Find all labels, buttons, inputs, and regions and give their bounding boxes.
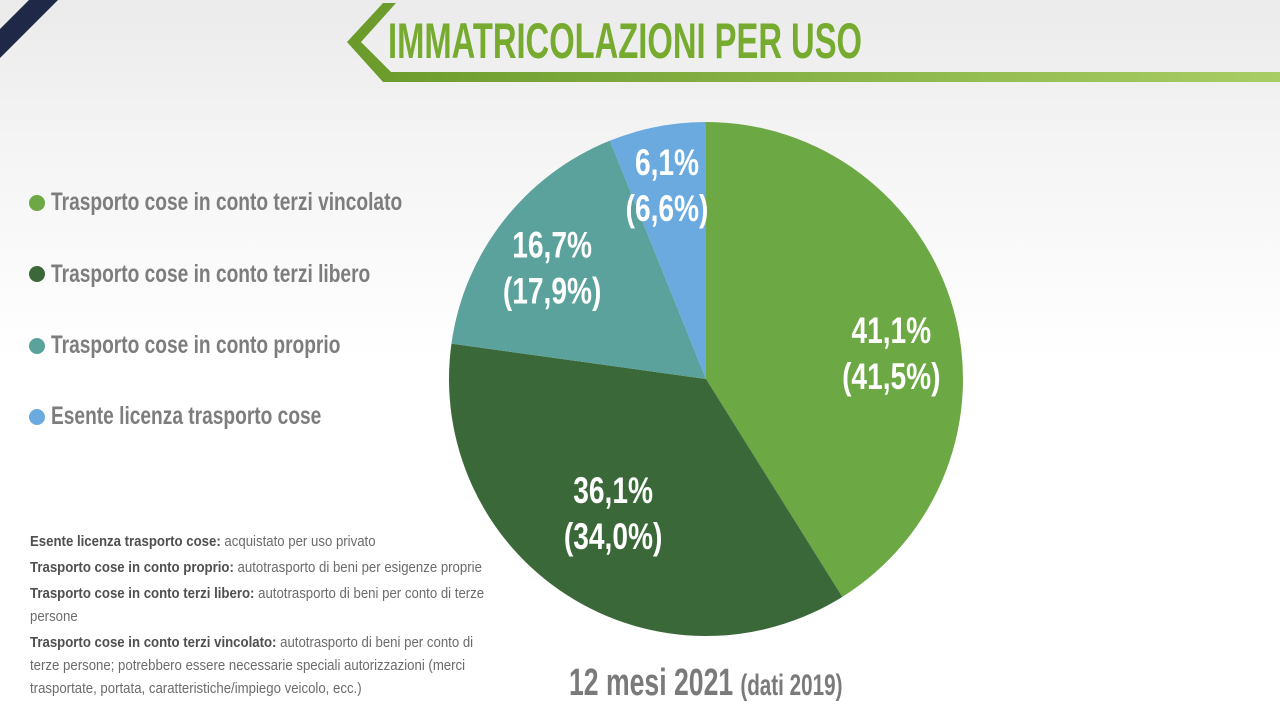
legend-label: Trasporto cose in conto terzi vincolato — [51, 188, 403, 217]
definition-term: Esente licenza trasporto cose: — [30, 533, 221, 550]
corner-stripe — [0, 0, 58, 58]
definition-item: Trasporto cose in conto proprio: autotra… — [30, 556, 496, 579]
title-banner: IMMATRICOLAZIONI PER USO — [347, 3, 1280, 82]
pie-chart: 41,1%(41,5%) 36,1%(34,0%) 16,7%(17,9%) 6,1%… — [449, 122, 963, 636]
pie-slice-esente-licenza-trasporto-cose — [609, 122, 706, 379]
slice-previous-value-label: (17,9%) — [503, 270, 601, 312]
definition-text: autotrasporto di beni per conto di terze… — [30, 585, 485, 625]
slice-label-group: 16,7%(17,9%) — [503, 224, 601, 312]
legend-label: Trasporto cose in conto proprio — [51, 331, 341, 360]
legend-item: Esente licenza trasporto cose — [0, 381, 540, 452]
slice-value-label: 16,7% — [512, 224, 592, 266]
legend-item: Trasporto cose in conto terzi libero — [0, 239, 540, 310]
definition-text: acquistato per uso privato — [224, 533, 376, 550]
title-chevron-line — [347, 3, 1280, 82]
pie-slice-trasporto-cose-in-conto-terzi-libero — [449, 343, 843, 636]
definition-term: Trasporto cose in conto terzi vincolato: — [30, 634, 277, 651]
definition-term: Trasporto cose in conto proprio: — [30, 559, 234, 576]
pie-slice-trasporto-cose-in-conto-proprio — [451, 140, 706, 379]
period-label: 12 mesi 2021 — [569, 662, 734, 704]
legend-dot — [29, 194, 45, 211]
legend-item: Trasporto cose in conto proprio — [0, 310, 540, 381]
slice-value-label: 6,1% — [635, 141, 699, 183]
definitions: Esente licenza trasporto cose: acquistat… — [30, 530, 496, 703]
slice-value-label: 36,1% — [573, 469, 653, 511]
definition-text: autotrasporto di beni per conto di terze… — [30, 634, 474, 697]
definition-item: Esente licenza trasporto cose: acquistat… — [30, 530, 496, 553]
definition-item: Trasporto cose in conto terzi vincolato:… — [30, 631, 496, 700]
legend-item: Trasporto cose in conto terzi vincolato — [0, 167, 540, 238]
definition-item: Trasporto cose in conto terzi libero: au… — [30, 582, 496, 628]
pie-labels: 41,1%(41,5%) 36,1%(34,0%) 16,7%(17,9%) 6,1%… — [503, 141, 941, 557]
legend-dot — [29, 337, 45, 354]
slice-value-label: 41,1% — [851, 309, 931, 351]
definition-term: Trasporto cose in conto terzi libero: — [30, 585, 255, 602]
legend-label: Esente licenza trasporto cose — [51, 402, 322, 431]
legend-dot — [29, 266, 45, 283]
slice-label-group: 36,1%(34,0%) — [564, 469, 662, 557]
corner-stripe-shape — [0, 0, 58, 58]
slice-previous-value-label: (41,5%) — [842, 355, 940, 397]
slice-previous-value-label: (6,6%) — [626, 187, 709, 229]
slice-label-group: 41,1%(41,5%) — [842, 309, 940, 397]
pie-slices — [449, 122, 963, 636]
period-caption: 12 mesi 2021 (dati 2019) — [569, 664, 842, 705]
slice-previous-value-label: (34,0%) — [564, 515, 662, 557]
page-title: IMMATRICOLAZIONI PER USO — [388, 13, 862, 69]
slice-label-group: 6,1%(6,6%) — [626, 141, 709, 229]
comparison-period-label: (dati 2019) — [740, 669, 843, 702]
definition-text: autotrasporto di beni per esigenze propr… — [237, 559, 482, 576]
legend-label: Trasporto cose in conto terzi libero — [51, 259, 371, 288]
pie-slice-trasporto-cose-in-conto-terzi-vincolato — [706, 122, 963, 597]
legend: Trasporto cose in conto terzi vincolato … — [0, 167, 540, 452]
legend-dot — [29, 408, 45, 425]
